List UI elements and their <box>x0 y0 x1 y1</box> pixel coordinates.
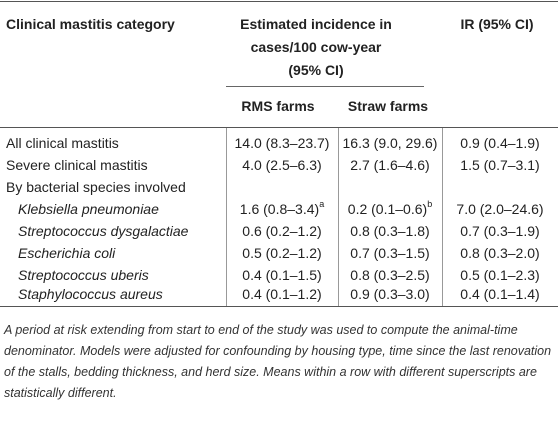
row-label: Streptococcus dysgalactiae <box>18 223 189 239</box>
table-bottom-rule <box>0 306 558 307</box>
row-rms-value: 1.6 (0.8–3.4) <box>239 201 320 217</box>
row-ir: 0.8 (0.3–2.0) <box>460 245 540 261</box>
column-divider-ir <box>442 128 443 306</box>
header-category: Clinical mastitis category <box>6 16 175 32</box>
row-ir: 0.4 (0.1–1.4) <box>460 286 540 302</box>
row-label: Escherichia coli <box>18 245 116 261</box>
row-straw: 2.7 (1.6–4.6) <box>350 157 430 173</box>
row-rms: 14.0 (8.3–23.7) <box>234 135 330 151</box>
row-rms: 1.6 (0.8–3.4)a <box>226 199 338 219</box>
row-ir: 1.5 (0.7–3.1) <box>460 157 540 173</box>
table-footnote: A period at risk extending from start to… <box>4 323 552 400</box>
row-rms-superscript: a <box>319 199 325 210</box>
header-span-rule <box>226 86 424 87</box>
row-straw: 0.9 (0.3–3.0) <box>350 286 430 302</box>
row-label: Streptococcus uberis <box>18 267 149 283</box>
row-straw-value: 0.2 (0.1–0.6) <box>347 201 428 217</box>
table-top-rule <box>0 1 558 2</box>
header-ir: IR (95% CI) <box>460 16 534 32</box>
column-divider-rms <box>226 128 227 306</box>
row-label: Severe clinical mastitis <box>6 157 148 173</box>
row-straw: 0.7 (0.3–1.5) <box>350 245 430 261</box>
row-straw: 0.8 (0.3–1.8) <box>350 223 430 239</box>
row-straw: 16.3 (9.0, 29.6) <box>342 135 438 151</box>
header-bottom-rule <box>0 127 558 128</box>
row-rms: 0.6 (0.2–1.2) <box>242 223 322 239</box>
header-estimated-line2: cases/100 cow-year <box>250 39 382 55</box>
row-ir: 0.5 (0.1–2.3) <box>460 267 540 283</box>
row-ir: 0.9 (0.4–1.9) <box>460 135 540 151</box>
row-straw: 0.2 (0.1–0.6)b <box>338 199 442 219</box>
row-straw-superscript: b <box>427 199 433 210</box>
row-ir: 7.0 (2.0–24.6) <box>456 201 544 217</box>
row-label: All clinical mastitis <box>6 135 119 151</box>
row-label: Klebsiella pneumoniae <box>18 201 159 217</box>
row-rms: 4.0 (2.5–6.3) <box>242 157 322 173</box>
row-ir: 0.7 (0.3–1.9) <box>460 223 540 239</box>
row-rms: 0.5 (0.2–1.2) <box>242 245 322 261</box>
row-label: By bacterial species involved <box>6 179 186 195</box>
row-straw: 0.8 (0.3–2.5) <box>350 267 430 283</box>
row-label: Staphylococcus aureus <box>18 286 163 302</box>
row-rms: 0.4 (0.1–1.2) <box>242 286 322 302</box>
header-estimated-line3: (95% CI) <box>288 62 344 78</box>
header-straw: Straw farms <box>347 98 429 114</box>
header-rms: RMS farms <box>241 98 315 114</box>
row-rms: 0.4 (0.1–1.5) <box>242 267 322 283</box>
column-divider-straw <box>338 128 339 306</box>
header-estimated-line1: Estimated incidence in <box>240 16 392 32</box>
